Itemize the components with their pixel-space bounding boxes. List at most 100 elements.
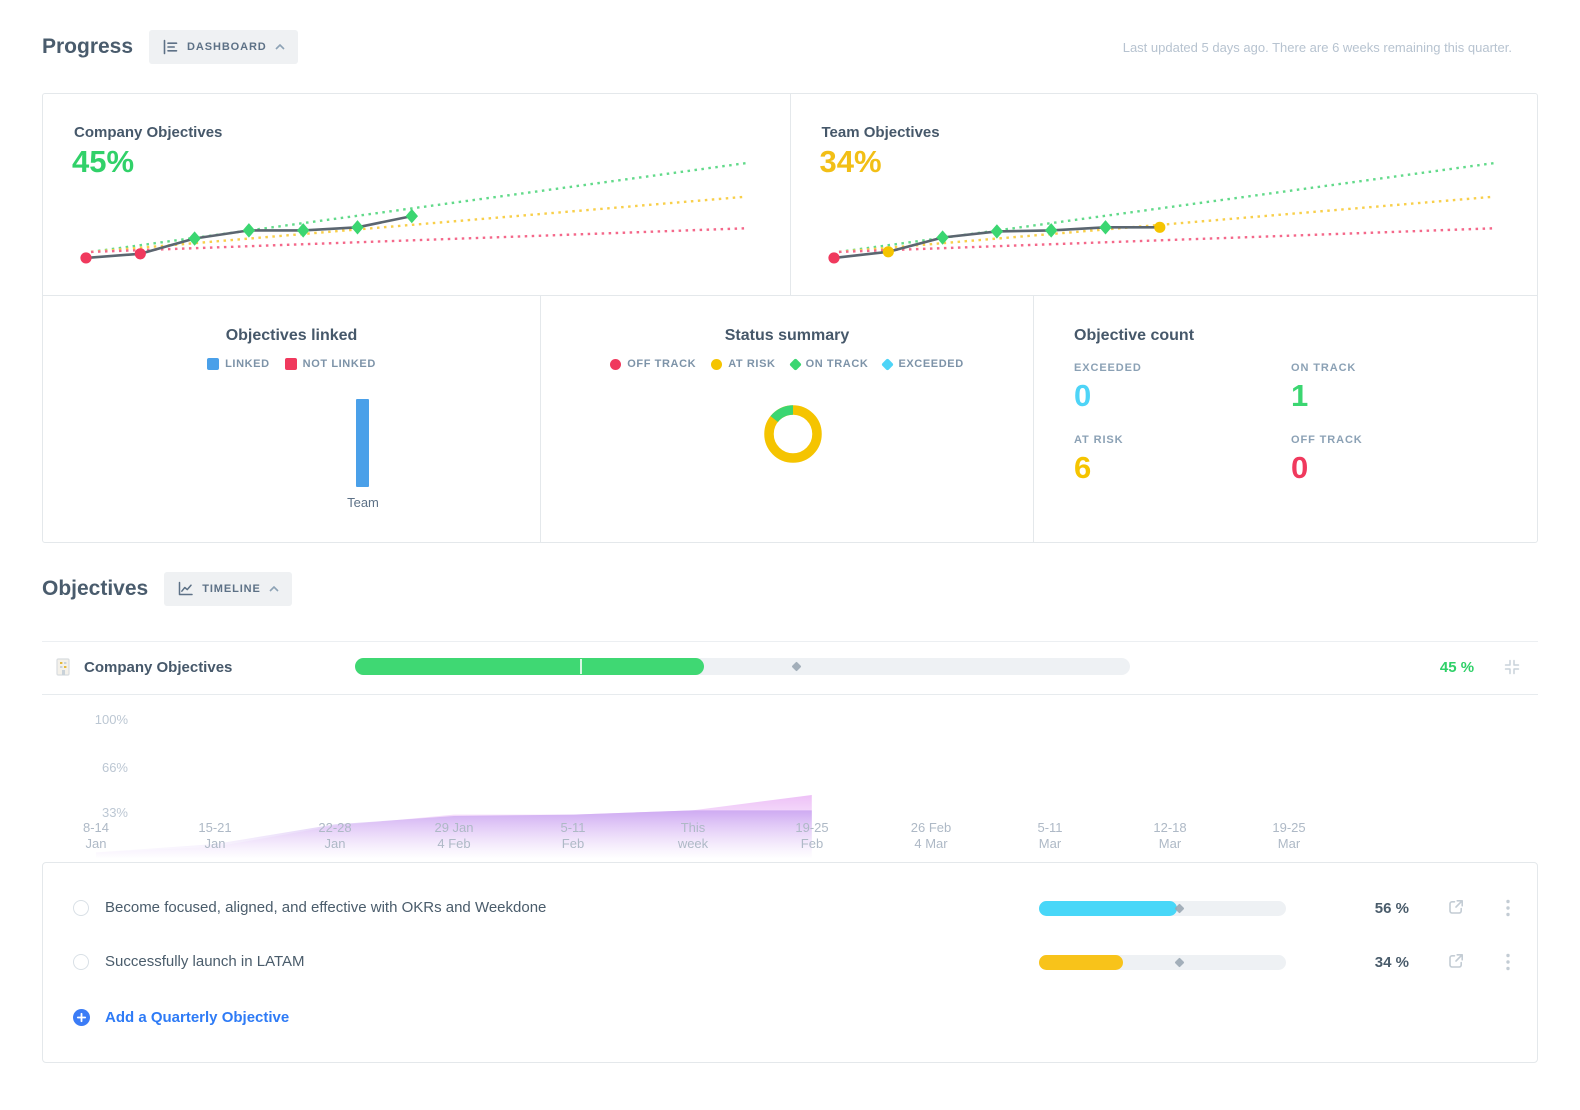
objectives-linked-panel: Objectives linked LINKED NOT LINKED Team [43,296,541,542]
timeline-area-chart [96,795,812,858]
objective-progress-bar-1 [1039,955,1286,970]
dashboard-icon [163,39,178,55]
objective-row-0[interactable]: Become focused, aligned, and effective w… [43,885,1537,933]
summary-panel: Company Objectives 45% Team Objectives 3… [42,93,1538,543]
status-donut-chart [764,405,822,463]
company-trend-chart [80,161,747,264]
expected-progress-marker [1174,903,1185,914]
last-updated-text: Last updated 5 days ago. There are 6 wee… [1122,40,1512,55]
dashboard-button-label: DASHBOARD [187,41,267,53]
objective-count-title: Objective count [1074,327,1195,344]
more-options-icon[interactable] [1505,898,1511,921]
on-track-legend-label: ON TRACK [805,358,869,370]
at-risk-swatch [711,358,723,370]
x-tick-label: 12-18 Mar [1153,820,1187,851]
x-tick-label: 22-28 Jan [318,820,352,851]
status-ring-icon[interactable] [73,954,89,970]
not-linked-legend-label: NOT LINKED [302,358,376,370]
status-summary-panel: Status summary OFF TRACK AT RISK ON TRAC… [541,296,1034,542]
off-track-swatch [610,358,622,370]
x-tick-label: 29 Jan 4 Feb [434,820,474,851]
objectives-header: Objectives TIMELINE [42,572,292,606]
x-tick-label: 5-11 Feb [560,820,586,851]
timeline-button-label: TIMELINE [202,583,261,595]
collapse-icon[interactable] [1502,658,1522,678]
count-exceeded-value: 0 [1074,378,1092,413]
more-options-icon[interactable] [1505,952,1511,975]
group-title: Company Objectives [84,659,233,676]
expected-progress-marker [791,661,802,672]
expected-progress-marker [1174,957,1185,968]
open-external-icon[interactable] [1447,898,1465,919]
x-tick-label: 19-25 Mar [1272,820,1306,851]
count-on-track: ON TRACK 1 [1291,362,1491,414]
stats-grid: Objectives linked LINKED NOT LINKED Team… [43,296,1537,542]
objective-title[interactable]: Become focused, aligned, and effective w… [105,899,547,916]
team-trend-title: Team Objectives [821,124,940,141]
objective-progress-fill [1039,901,1178,916]
status-summary-title: Status summary [724,327,850,344]
x-tick-label: 26 Feb 4 Mar [910,820,952,851]
objectives-section-title: Objectives [42,577,149,600]
count-at-risk-value: 6 [1074,450,1092,485]
linked-bar-category-label: Team [347,495,379,510]
status-legend: OFF TRACK AT RISK ON TRACK EXCEEDED [541,357,1033,371]
group-progress-fill [355,658,704,675]
chevron-up-icon [269,586,279,592]
objective-count-panel: Objective count EXCEEDED 0 ON TRACK 1 AT… [1034,296,1537,542]
trend-grid: Company Objectives 45% Team Objectives 3… [43,94,1537,296]
dashboard-view-button[interactable]: DASHBOARD [149,30,298,64]
objectives-card: Become focused, aligned, and effective w… [42,862,1538,1063]
objective-title[interactable]: Successfully launch in LATAM [105,953,305,970]
objectives-linked-title: Objectives linked [225,327,358,344]
group-progress-segment-divider [579,659,582,674]
company-trend-panel: Company Objectives 45% [43,94,791,295]
objective-row-1[interactable]: Successfully launch in LATAM 34 % [43,939,1537,987]
company-trend-title: Company Objectives [74,124,223,141]
y-tick-66: 66% [101,760,128,775]
x-tick-label: 15-21 Jan [198,820,232,851]
count-at-risk: AT RISK 6 [1074,434,1274,486]
linked-bar-rect [356,399,369,487]
timeline-chart: 100% 66% 33% 8-14 Jan 15-21 Jan 22-28 Jan 29 J… [0,700,1580,860]
linked-swatch [207,358,220,370]
plus-circle-icon[interactable] [73,1009,90,1026]
objective-percent: 56 % [1374,900,1409,917]
company-icon [56,658,70,676]
group-row-company-objectives[interactable]: Company Objectives 45 % [42,641,1538,695]
legend-item-not-linked: NOT LINKED [284,358,376,370]
on-track-swatch [788,357,802,371]
company-progress-value: 45% [72,144,135,179]
objective-progress-fill [1039,955,1123,970]
count-on-track-value: 1 [1291,378,1309,413]
linked-legend: LINKED NOT LINKED [43,358,540,370]
at-risk-legend-label: AT RISK [728,358,776,370]
group-progress-bar [355,658,1130,675]
exceeded-legend-label: EXCEEDED [898,358,964,370]
team-progress-value: 34% [819,144,882,179]
objective-progress-bar-0 [1039,901,1286,916]
add-quarterly-objective-link[interactable]: Add a Quarterly Objective [105,1009,290,1026]
legend-item-exceeded: EXCEEDED [881,357,964,371]
count-on-track-label: ON TRACK [1291,362,1357,374]
x-tick-label: This week [677,820,709,851]
linked-legend-label: LINKED [225,358,270,370]
add-objective-row[interactable]: Add a Quarterly Objective [43,995,1537,1043]
page-title: Progress [42,35,134,58]
legend-item-linked: LINKED [207,358,270,370]
objective-percent: 34 % [1374,954,1409,971]
timeline-view-button[interactable]: TIMELINE [164,572,292,606]
open-external-icon[interactable] [1447,952,1465,973]
legend-item-on-track: ON TRACK [788,357,869,371]
team-trend-panel: Team Objectives 34% [791,94,1538,295]
status-ring-icon[interactable] [73,900,89,916]
timeline-icon [178,581,193,596]
team-trend-chart [827,161,1494,264]
count-off-track-value: 0 [1291,450,1309,485]
legend-item-at-risk: AT RISK [711,358,775,370]
count-at-risk-label: AT RISK [1074,434,1124,446]
group-percent: 45 % [1439,659,1475,676]
progress-header: Progress DASHBOARD [42,30,298,64]
count-off-track: OFF TRACK 0 [1291,434,1491,486]
y-tick-33: 33% [101,805,128,820]
